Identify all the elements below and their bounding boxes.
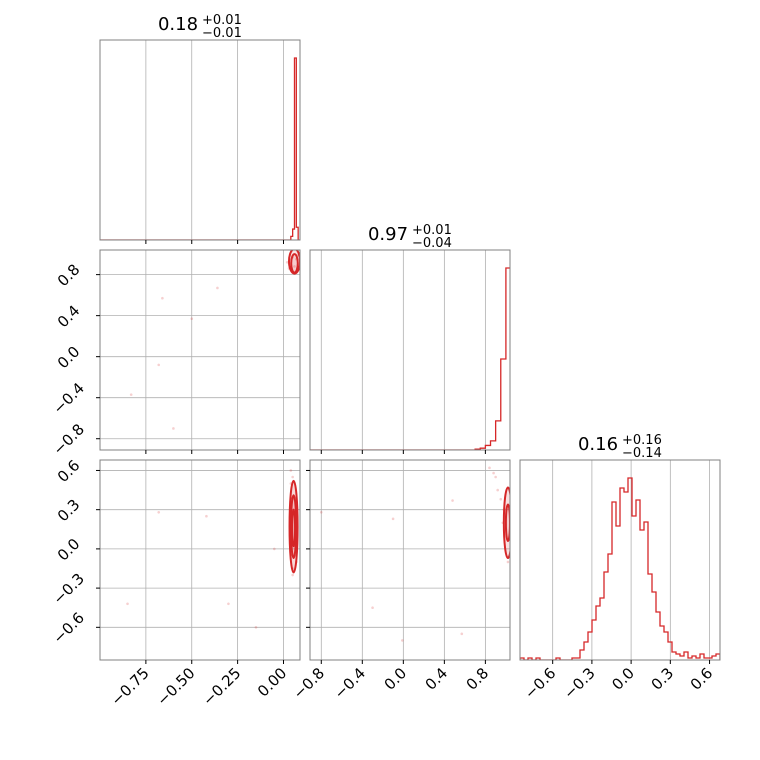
panel-title-plus: +0.01 bbox=[412, 223, 452, 238]
x-tick-label: 0.00 bbox=[254, 664, 290, 700]
histogram-step bbox=[100, 57, 300, 240]
panel-frame bbox=[99, 249, 301, 451]
scatter-point bbox=[254, 626, 258, 629]
y-tick-label: 0.0 bbox=[54, 343, 84, 373]
y-tick-label: −0.8 bbox=[49, 420, 87, 458]
contour-level bbox=[287, 250, 300, 275]
x-tick-label: −0.50 bbox=[153, 664, 198, 709]
x-tick-label: −0.8 bbox=[290, 664, 328, 702]
scatter-point bbox=[227, 602, 230, 606]
panel-title-value: 0.97 bbox=[368, 224, 408, 245]
scatter-point bbox=[157, 363, 161, 367]
panel-frame bbox=[309, 459, 511, 661]
scatter-point bbox=[401, 639, 404, 642]
panel-title-plus: +0.01 bbox=[202, 13, 242, 28]
scatter-point bbox=[190, 317, 194, 321]
panel-frame bbox=[309, 249, 511, 451]
x-tick-label: −0.3 bbox=[560, 664, 598, 702]
panel-content bbox=[129, 250, 300, 430]
contour-level bbox=[504, 503, 510, 543]
x-tick-label: −0.25 bbox=[199, 664, 244, 709]
panel-2-0: −0.75 −0.50 −0.25 0.00 −0.6−0.3 0.0 0.3 0.6 bbox=[49, 456, 301, 709]
y-tick-label: 0.4 bbox=[54, 302, 84, 332]
scatter-point bbox=[451, 499, 454, 502]
scatter-point bbox=[496, 488, 499, 492]
y-tick-label: −0.3 bbox=[49, 570, 87, 608]
panel-title-value: 0.16 bbox=[578, 434, 618, 455]
scatter-point bbox=[285, 261, 289, 264]
panel-1-0: −0.8−0.4 0.0 0.4 0.8 bbox=[49, 249, 301, 459]
scatter-point bbox=[293, 265, 296, 268]
panel-1-1: 0.97 +0.01−0.04 bbox=[309, 223, 511, 454]
scatter-point bbox=[499, 497, 503, 501]
scatter-point bbox=[129, 393, 133, 396]
y-tick-label: 0.0 bbox=[54, 535, 84, 565]
scatter-point bbox=[216, 286, 219, 290]
panel-content bbox=[126, 469, 299, 629]
contour-level bbox=[502, 486, 510, 560]
panel-content bbox=[319, 466, 510, 642]
x-tick-label: −0.4 bbox=[331, 664, 369, 702]
scatter-point bbox=[506, 560, 510, 564]
x-tick-label: 0.4 bbox=[422, 664, 452, 694]
scatter-point bbox=[273, 547, 276, 551]
panel-title-minus: −0.04 bbox=[412, 236, 452, 251]
panel-frame bbox=[99, 459, 301, 661]
contour-level bbox=[290, 494, 298, 560]
y-tick-label: 0.8 bbox=[54, 261, 84, 291]
x-tick-label: 0.8 bbox=[463, 664, 493, 694]
scatter-point bbox=[371, 606, 374, 610]
contour-level bbox=[288, 479, 299, 574]
contour-level bbox=[291, 508, 297, 548]
scatter-point bbox=[460, 632, 464, 636]
scatter-point bbox=[161, 296, 164, 300]
scatter-point bbox=[157, 510, 161, 514]
scatter-point bbox=[319, 510, 323, 514]
scatter-point bbox=[289, 469, 293, 472]
panel-frame bbox=[99, 39, 301, 241]
panel-content bbox=[100, 57, 300, 240]
panel-2-2: −0.6 −0.3 0.0 0.3 0.6 0.16 +0.16−0.14 bbox=[519, 433, 721, 703]
scatter-point bbox=[126, 602, 129, 606]
panel-title-minus: −0.01 bbox=[202, 26, 242, 41]
x-tick-label: −0.6 bbox=[521, 664, 559, 702]
panel-0-0: 0.18 +0.01−0.01 bbox=[99, 13, 301, 244]
scatter-point bbox=[492, 471, 495, 475]
x-tick-label: 0.3 bbox=[648, 664, 678, 694]
panel-title-minus: −0.14 bbox=[622, 446, 662, 461]
panel-frame bbox=[519, 459, 721, 661]
x-tick-label: 0.0 bbox=[381, 664, 411, 694]
panel-2-1: −0.8 −0.4 0.0 0.4 0.8 bbox=[290, 459, 511, 703]
scatter-point bbox=[494, 475, 497, 479]
x-tick-label: 0.0 bbox=[608, 664, 638, 694]
scatter-point bbox=[291, 475, 294, 479]
y-tick-label: −0.4 bbox=[49, 379, 87, 417]
panel-title-plus: +0.16 bbox=[622, 433, 662, 448]
histogram-step bbox=[520, 477, 720, 660]
scatter-point bbox=[205, 514, 208, 518]
contour-level bbox=[290, 253, 299, 274]
panel-content bbox=[520, 477, 720, 660]
scatter-point bbox=[391, 517, 395, 521]
x-tick-label: 0.6 bbox=[687, 664, 717, 694]
scatter-point bbox=[488, 466, 491, 470]
scatter-point bbox=[172, 427, 175, 430]
histogram-step bbox=[310, 267, 510, 450]
panel-title-value: 0.18 bbox=[158, 14, 198, 35]
scatter-point bbox=[291, 573, 294, 577]
x-tick-label: −0.75 bbox=[107, 664, 152, 709]
y-tick-label: 0.3 bbox=[54, 496, 84, 526]
y-tick-label: 0.6 bbox=[54, 456, 84, 486]
y-tick-label: −0.6 bbox=[49, 609, 87, 647]
panel-content bbox=[310, 267, 510, 450]
